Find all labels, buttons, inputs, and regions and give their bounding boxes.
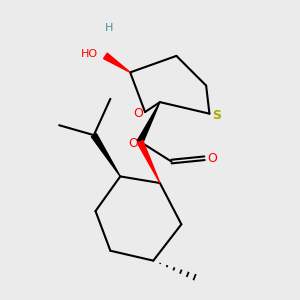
Text: H: H <box>104 23 113 33</box>
Text: HO: HO <box>81 49 98 59</box>
Text: O: O <box>128 137 138 150</box>
Polygon shape <box>137 140 160 183</box>
Text: O: O <box>207 152 217 165</box>
Text: S: S <box>212 109 221 122</box>
Text: O: O <box>133 107 143 120</box>
Polygon shape <box>92 134 120 176</box>
Polygon shape <box>103 53 130 72</box>
Polygon shape <box>137 102 160 143</box>
